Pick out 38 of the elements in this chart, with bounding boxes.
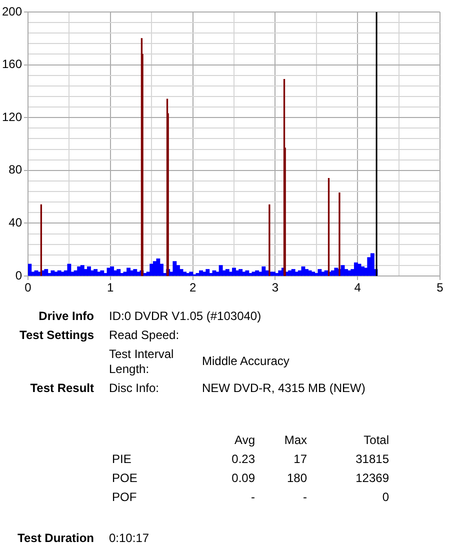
- text: Read Speed:: [109, 328, 180, 342]
- y-tick-label: 80: [8, 162, 22, 177]
- text: POF: [112, 490, 137, 504]
- y-tick-label: 120: [2, 110, 22, 124]
- text: Total: [364, 433, 389, 447]
- text: POE: [112, 471, 138, 485]
- text: -: [251, 490, 255, 504]
- x-tick-label: 0: [24, 280, 32, 295]
- text: 17: [294, 452, 307, 466]
- text: Avg: [234, 433, 255, 447]
- x-tick-label: 1: [107, 280, 114, 295]
- y-tick-label: 0: [15, 268, 22, 282]
- y-tick-label: 160: [2, 57, 22, 72]
- text: 12369: [356, 471, 389, 485]
- x-tick-label: 2: [189, 280, 196, 295]
- text: 31815: [356, 452, 389, 466]
- text: 0.09: [232, 471, 255, 485]
- x-tick-label: 3: [272, 280, 279, 295]
- text: Test Settings: [20, 328, 94, 342]
- text: Test Duration: [18, 531, 94, 545]
- text: Max: [284, 433, 307, 447]
- text: Middle Accuracy: [202, 354, 290, 368]
- x-tick-label: 4: [354, 280, 362, 295]
- text: Disc Info:: [109, 381, 160, 395]
- text: PIE: [112, 452, 132, 466]
- text: 0:10:17: [109, 531, 150, 545]
- x-tick-label: 5: [436, 280, 444, 295]
- text: ID:0 DVDR V1.05 (#103040): [109, 309, 262, 323]
- text: 180: [286, 471, 307, 485]
- text: Test Result: [30, 381, 94, 395]
- text: 0.23: [232, 452, 255, 466]
- text: 0: [382, 490, 389, 504]
- text: NEW DVD-R, 4315 MB (NEW): [202, 381, 366, 395]
- y-tick-label: 40: [8, 216, 22, 230]
- y-tick-label: 200: [2, 4, 22, 18]
- text: -: [303, 490, 307, 504]
- text: Drive Info: [38, 309, 94, 323]
- text: Test Interval Length:: [109, 347, 175, 377]
